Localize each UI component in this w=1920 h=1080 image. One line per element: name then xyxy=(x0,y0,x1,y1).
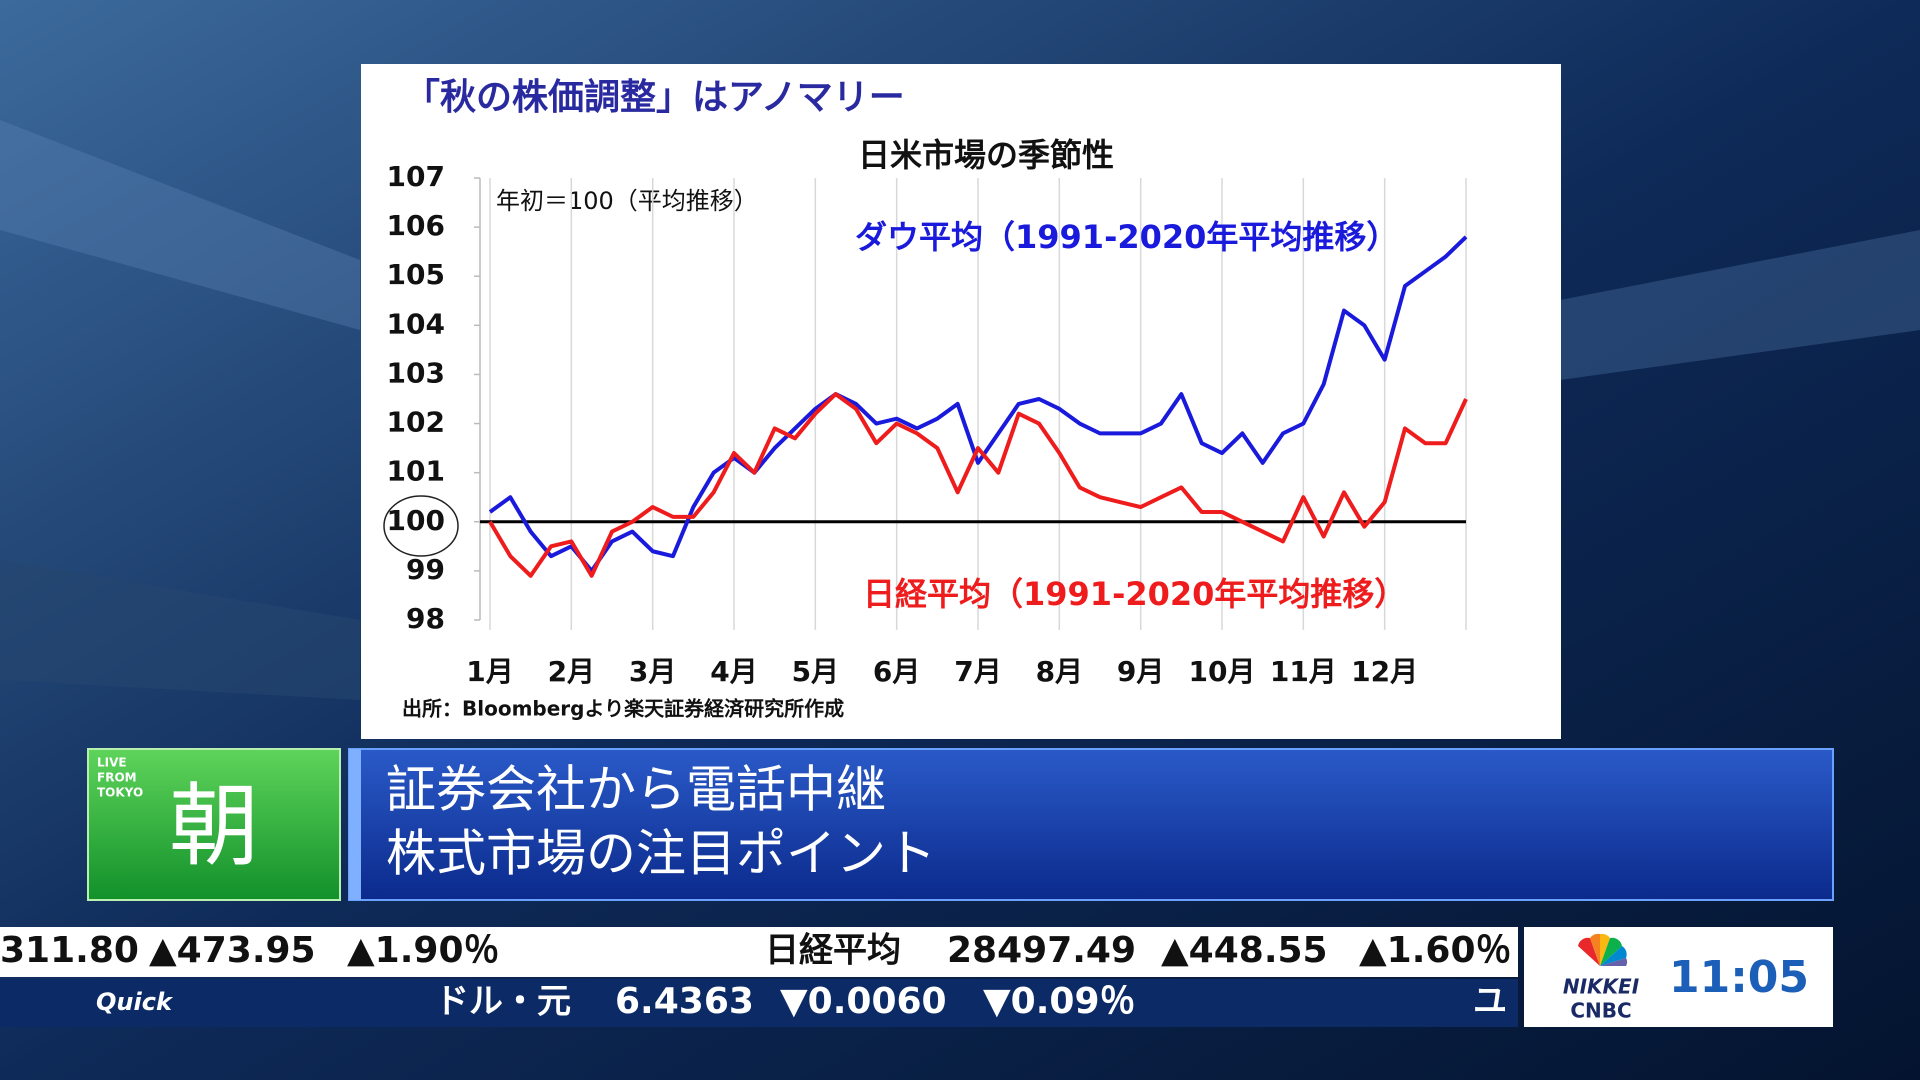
x-tick-label: 5月 xyxy=(792,655,839,688)
ticker-source: Quick xyxy=(96,988,174,1016)
ticker-item: ▼0.0060 xyxy=(780,981,947,1022)
program-banner: LIVE FROM TOKYO 朝 証券会社から電話中継 株式市場の注目ポイント xyxy=(87,748,1834,901)
clock: 11:05 xyxy=(1669,952,1809,1003)
ticker-item: 6.4363 xyxy=(615,981,754,1022)
x-tick-label: 6月 xyxy=(873,655,920,688)
y-tick-label: 101 xyxy=(387,455,445,488)
chart-subtitle: 日米市場の季節性 xyxy=(858,136,1114,174)
highlight-circle xyxy=(383,495,459,557)
x-tick-label: 4月 xyxy=(710,655,757,688)
x-tick-label: 11月 xyxy=(1270,655,1337,688)
ticker-row xyxy=(0,927,1518,977)
logo-tag: TOKYO xyxy=(97,786,143,800)
logo-tag: LIVE xyxy=(97,756,127,770)
series-line xyxy=(488,392,1468,578)
ticker-item: ▼0.09％ xyxy=(983,981,1136,1022)
y-tick-label: 98 xyxy=(406,602,445,635)
legend-label: 日経平均（1991-2020年平均推移） xyxy=(863,575,1406,613)
series-line xyxy=(488,235,1468,573)
y-tick-label: 107 xyxy=(387,160,445,193)
x-tick-label: 12月 xyxy=(1351,655,1418,688)
network-name: CNBC xyxy=(1570,999,1631,1023)
ticker: 311.80 ▲473.95 ▲1.90％ 日経平均 28497.49 ▲448… xyxy=(0,927,1833,1027)
ticker-item: ドル・元 xyxy=(435,982,571,1022)
ticker-item: 日経平均 xyxy=(765,931,901,971)
y-tick-label: 99 xyxy=(406,553,445,586)
ticker-item: ▲1.60％ xyxy=(1359,930,1512,971)
ticker-item: ▲1.90％ xyxy=(347,930,500,971)
y-tick-label: 105 xyxy=(387,258,445,291)
headline-accent xyxy=(349,749,361,900)
headline: 証券会社から電話中継 xyxy=(386,761,886,819)
ticker-item: 28497.49 xyxy=(947,930,1136,971)
headline: 株式市場の注目ポイント xyxy=(386,825,936,883)
ticker-row xyxy=(0,979,1518,1027)
backdrop-shape xyxy=(0,120,360,330)
x-tick-label: 7月 xyxy=(954,655,1001,688)
backdrop-shape xyxy=(1560,230,1920,380)
chart: 「秋の株価調整」はアノマリー 日米市場の季節性 年初＝100（平均推移） 出所：… xyxy=(383,77,1468,721)
x-tick-label: 1月 xyxy=(466,655,513,688)
y-tick-label: 100 xyxy=(387,504,445,537)
x-tick-label: 8月 xyxy=(1036,655,1083,688)
headline-box xyxy=(348,748,1834,901)
network-name: NIKKEI xyxy=(1563,975,1640,999)
ticker-item: ▲473.95 xyxy=(149,930,316,971)
network-box xyxy=(1524,927,1833,1027)
y-tick-label: 103 xyxy=(387,356,445,389)
x-tick-label: 9月 xyxy=(1117,655,1164,688)
ticker-item: 311.80 xyxy=(0,930,139,971)
legend-label: ダウ平均（1991-2020年平均推移） xyxy=(855,218,1398,256)
source: 出所：Bloombergより楽天証券経済研究所作成 xyxy=(402,697,844,721)
logo-name: 朝 xyxy=(169,774,259,879)
y-tick-label: 104 xyxy=(387,307,445,340)
y-tick-label: 102 xyxy=(387,406,445,439)
logo-box xyxy=(87,748,341,901)
annotation: 年初＝100（平均推移） xyxy=(496,187,758,215)
logo-tag: FROM xyxy=(97,771,137,785)
x-tick-label: 10月 xyxy=(1189,655,1256,688)
chart-title: 「秋の株価調整」はアノマリー xyxy=(404,77,905,118)
peacock-logo xyxy=(1578,933,1628,966)
y-tick-label: 106 xyxy=(387,209,445,242)
ticker-item: ユ xyxy=(1473,982,1507,1022)
ticker-item: ▲448.55 xyxy=(1161,930,1328,971)
x-tick-label: 3月 xyxy=(629,655,676,688)
chart-panel xyxy=(361,64,1561,739)
backdrop-shape xyxy=(0,560,360,700)
x-tick-label: 2月 xyxy=(548,655,595,688)
